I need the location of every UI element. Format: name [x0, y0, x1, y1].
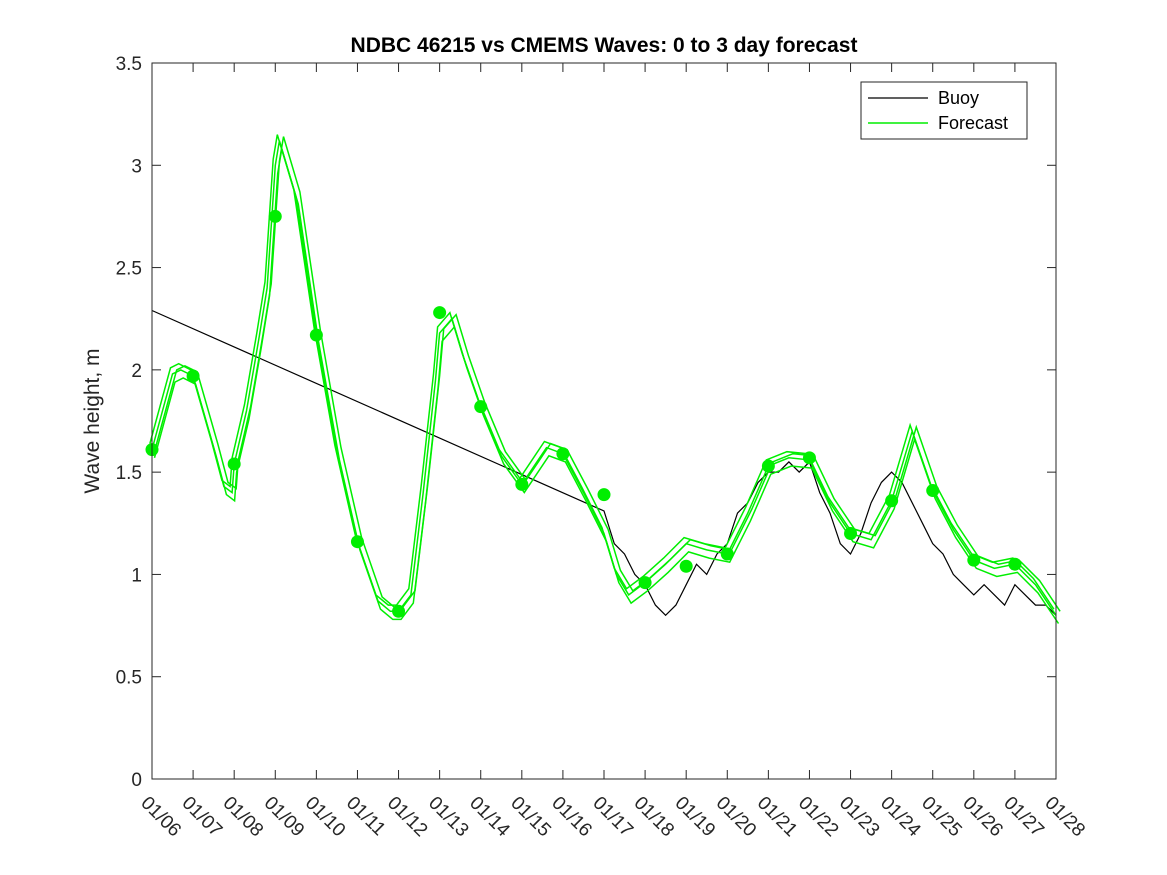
x-tick-label: 01/25: [917, 793, 965, 841]
x-tick-label: 01/10: [301, 793, 349, 841]
y-tick-label: 2: [131, 361, 142, 382]
x-tick-label: 01/22: [794, 793, 842, 841]
x-tick-label: 01/21: [753, 793, 801, 841]
x-tick-label: 01/28: [1040, 793, 1088, 841]
x-tick-label: 01/17: [588, 793, 636, 841]
forecast-marker: [885, 494, 899, 508]
forecast-marker: [1008, 557, 1022, 571]
x-tick-label: 01/27: [999, 793, 1047, 841]
forecast-marker: [967, 553, 981, 567]
x-tick-label: 01/14: [465, 793, 514, 842]
y-tick-label: 0: [131, 770, 142, 791]
buoy-line: [151, 309, 1057, 617]
x-tick-label: 01/24: [876, 793, 925, 842]
forecast-marker: [638, 576, 652, 590]
x-tick-label: 01/15: [506, 793, 554, 841]
plot-area: [152, 63, 1056, 779]
forecast-marker: [556, 447, 570, 461]
forecast-marker: [597, 488, 611, 502]
forecast-marker: [515, 477, 529, 491]
forecast-marker: [926, 484, 940, 498]
x-tick-label: 01/11: [342, 793, 389, 840]
chart-title: NDBC 46215 vs CMEMS Waves: 0 to 3 day fo…: [351, 34, 858, 57]
x-tick-label: 01/16: [547, 793, 595, 841]
y-tick-label: 3: [131, 156, 142, 177]
y-tick-label: 0.5: [116, 668, 142, 689]
forecast-marker: [679, 559, 693, 573]
forecast-marker: [433, 306, 447, 320]
x-tick-label: 01/09: [260, 793, 308, 841]
x-tick-label: 01/26: [958, 793, 1006, 841]
x-tick-label: 01/12: [383, 793, 431, 841]
legend: Buoy Forecast: [860, 81, 1028, 140]
x-tick-label: 01/23: [835, 793, 883, 841]
y-tick-label: 1.5: [116, 463, 142, 484]
legend-forecast-label: Forecast: [938, 113, 1008, 133]
x-tick-label: 01/19: [671, 793, 719, 841]
x-tick-label: 01/06: [136, 793, 184, 841]
x-tick-label: 01/07: [178, 793, 226, 841]
forecast-marker: [844, 527, 858, 541]
forecast-marker: [309, 328, 323, 342]
forecast-marker: [350, 535, 364, 549]
legend-box: [860, 81, 1028, 140]
forecast-marker: [802, 451, 816, 465]
marker-layer: [145, 209, 1022, 618]
y-axis-label: Wave height, m: [81, 348, 104, 493]
legend-buoy-label: Buoy: [938, 88, 979, 108]
y-tick-label: 1: [131, 565, 142, 586]
y-tick-label: 2.5: [116, 259, 142, 280]
forecast-marker: [186, 369, 200, 383]
forecast-marker: [227, 457, 241, 471]
forecast-marker: [761, 459, 775, 473]
x-tick-label: 01/20: [712, 793, 760, 841]
forecast-marker: [474, 400, 488, 414]
x-tick-label: 01/08: [219, 793, 267, 841]
plot-frame: [151, 62, 1057, 780]
x-tick-label: 01/18: [630, 793, 678, 841]
forecast-marker: [392, 604, 406, 618]
y-tick-label: 3.5: [116, 54, 142, 75]
forecast-marker: [268, 209, 282, 223]
forecast-marker: [720, 547, 734, 561]
x-tick-label: 01/13: [424, 793, 472, 841]
